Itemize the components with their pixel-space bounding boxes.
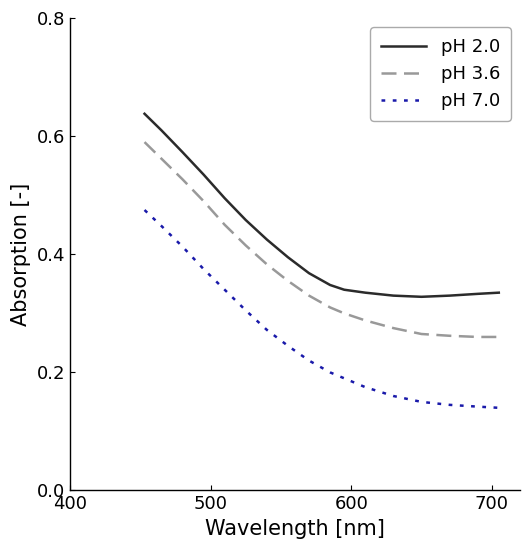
Y-axis label: Absorption [-]: Absorption [-] <box>11 183 31 326</box>
Legend: pH 2.0, pH 3.6, pH 7.0: pH 2.0, pH 3.6, pH 7.0 <box>370 27 511 121</box>
X-axis label: Wavelength [nm]: Wavelength [nm] <box>205 519 385 539</box>
